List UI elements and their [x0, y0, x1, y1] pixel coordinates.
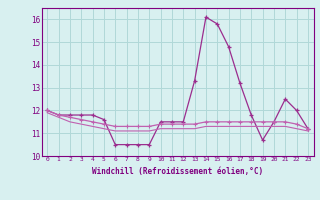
- X-axis label: Windchill (Refroidissement éolien,°C): Windchill (Refroidissement éolien,°C): [92, 167, 263, 176]
